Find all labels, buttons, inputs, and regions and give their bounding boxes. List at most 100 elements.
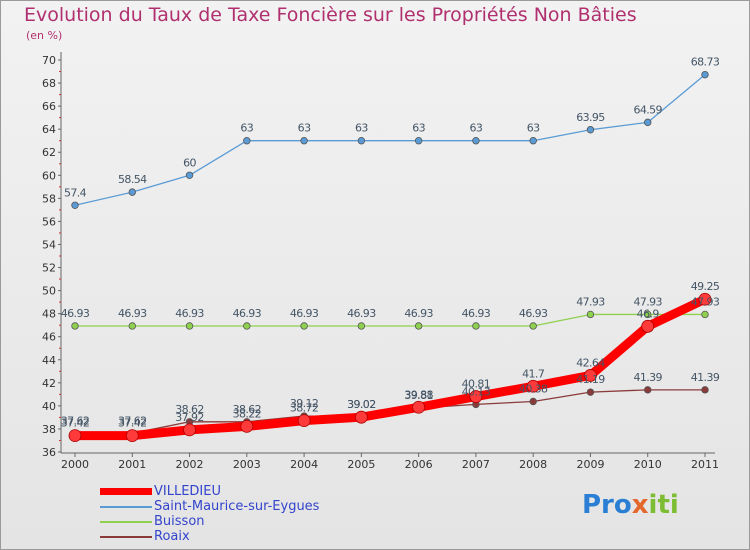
x-tick-label: 2004 <box>290 458 318 471</box>
data-point <box>529 397 537 406</box>
y-tick-label: 56 <box>42 215 56 228</box>
data-point <box>357 137 366 145</box>
data-point <box>185 171 194 179</box>
data-label: 37.62 <box>61 414 90 427</box>
legend-label: Roaix <box>154 529 190 544</box>
data-label: 39.88 <box>404 388 433 401</box>
y-tick-label: 42 <box>42 377 56 390</box>
data-label: 64.59 <box>633 103 662 116</box>
data-point <box>644 118 652 127</box>
data-labels: 37.42 37.42 37.92 38.22 38.72 39.02 39.88 40.81… <box>61 56 721 430</box>
y-tick-label: 40 <box>42 400 56 413</box>
data-label: 46.93 <box>233 307 262 320</box>
legend-label: Saint-Maurice-sur-Eygues <box>154 499 320 514</box>
data-label: 46.93 <box>290 307 319 320</box>
data-label: 38.62 <box>175 403 204 416</box>
legend-swatch <box>100 488 152 495</box>
data-label: 39.12 <box>290 397 319 410</box>
y-tick-label: 38 <box>42 423 56 436</box>
series-line-villedieu <box>70 294 710 441</box>
data-label: 38.72 <box>290 402 319 415</box>
x-tick-label: 2007 <box>462 458 490 471</box>
data-label: 47.93 <box>691 295 720 308</box>
data-label: 46.93 <box>347 307 376 320</box>
y-tick-label: 48 <box>42 308 56 321</box>
data-label: 63 <box>527 122 540 135</box>
series-layer <box>68 70 712 443</box>
data-point <box>240 420 254 433</box>
legend-swatch <box>100 536 152 538</box>
legend-label: VILLEDIEU <box>154 484 221 499</box>
data-label: 63 <box>240 122 253 135</box>
data-label: 57.4 <box>64 186 87 199</box>
data-label: 37.42 <box>61 417 90 430</box>
x-tick-label: 2001 <box>118 458 146 471</box>
data-label: 41.39 <box>691 371 720 384</box>
y-tick-label: 46 <box>42 331 56 344</box>
data-point <box>414 322 423 330</box>
data-label: 46.93 <box>404 307 433 320</box>
data-label: 38.22 <box>233 407 262 420</box>
data-label: 42.64 <box>576 356 605 369</box>
data-label: 40.81 <box>462 378 491 391</box>
data-point <box>644 310 652 319</box>
data-point <box>586 310 595 319</box>
data-label: 63 <box>470 122 483 135</box>
data-point <box>698 292 712 306</box>
y-tick-label: 54 <box>42 238 56 251</box>
data-label: 47.93 <box>576 295 605 308</box>
data-label: 47.93 <box>633 295 662 308</box>
data-point <box>412 400 426 414</box>
legend-swatch <box>100 506 152 508</box>
y-tick-label: 66 <box>42 100 56 113</box>
proxiti-logo: Proxiti <box>582 490 679 520</box>
x-tick-label: 2005 <box>347 458 375 471</box>
data-point <box>584 369 597 382</box>
chart-title: Evolution du Taux de Taxe Foncière sur l… <box>24 4 637 26</box>
data-label: 38.62 <box>233 403 262 416</box>
data-point <box>586 126 595 134</box>
x-tick-label: 2011 <box>691 458 719 471</box>
y-tick-label: 60 <box>42 169 56 182</box>
data-point <box>300 322 308 330</box>
data-label: 41.7 <box>522 367 545 380</box>
data-point <box>243 322 251 330</box>
data-point <box>183 423 196 437</box>
x-tick-label: 2002 <box>176 458 204 471</box>
x-tick-label: 2009 <box>576 458 604 471</box>
data-point <box>701 70 709 79</box>
data-label: 46.93 <box>175 307 204 320</box>
data-point <box>71 322 79 330</box>
x-tick-label: 2000 <box>61 458 89 471</box>
data-label: 68.73 <box>691 56 720 69</box>
data-point <box>529 322 537 330</box>
y-tick-label: 58 <box>42 192 56 205</box>
legend-swatch <box>100 521 152 523</box>
data-point <box>472 137 480 145</box>
series-line-saint-maurice-sur-eygues <box>74 73 706 206</box>
data-label: 49.25 <box>691 280 720 293</box>
data-point <box>586 388 595 396</box>
y-tick-label: 36 <box>42 446 56 459</box>
data-point <box>128 188 136 196</box>
x-tick-label: 2008 <box>519 458 547 471</box>
data-label: 63.95 <box>576 111 605 124</box>
data-label: 37.92 <box>175 411 204 424</box>
data-point <box>529 137 537 145</box>
data-point <box>414 137 423 145</box>
data-label: 63 <box>355 122 368 135</box>
data-label: 40.38 <box>519 383 548 396</box>
data-label: 40.13 <box>462 385 491 398</box>
data-point <box>297 414 311 428</box>
data-label: 46.93 <box>118 307 147 320</box>
data-label: 46.93 <box>519 307 548 320</box>
data-label: 46.9 <box>637 307 660 320</box>
data-point <box>644 386 652 394</box>
data-label: 41.39 <box>633 371 662 384</box>
y-tick-label: 44 <box>42 354 56 367</box>
data-label: 37.42 <box>118 417 147 430</box>
data-label: 46.93 <box>61 307 90 320</box>
legend-label: Buisson <box>154 514 205 529</box>
